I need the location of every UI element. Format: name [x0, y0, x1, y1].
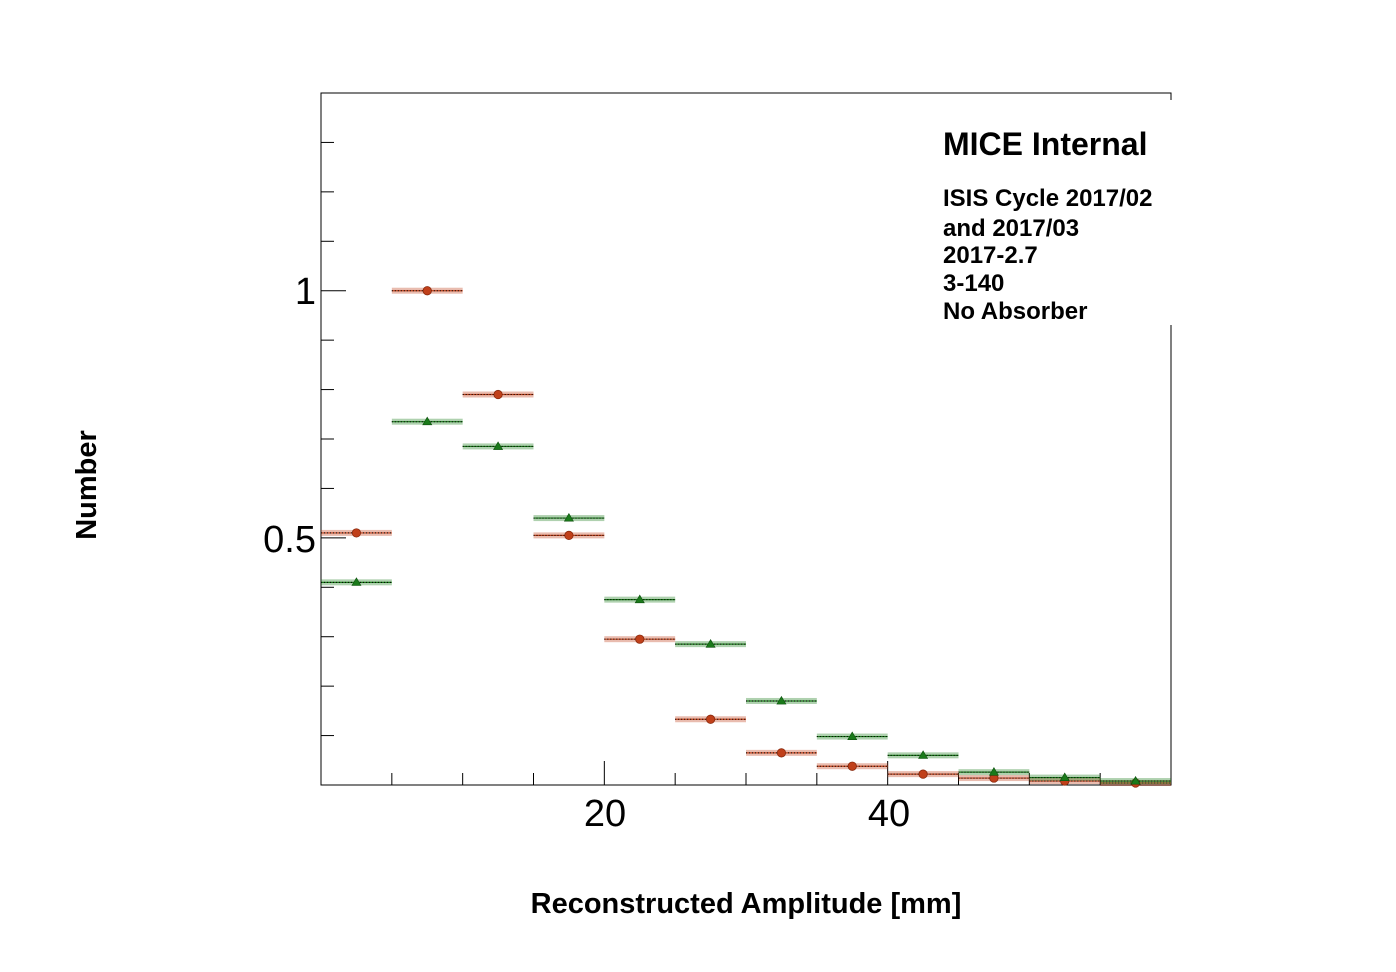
series-1-point — [493, 389, 503, 400]
series-1-point — [847, 761, 857, 771]
series-1-point — [635, 634, 645, 644]
x-tick-label-40: 40 — [868, 793, 910, 835]
series-2-point — [988, 767, 999, 776]
series-2-point — [563, 512, 574, 522]
series-2-point — [422, 416, 433, 426]
series-1-point — [564, 530, 574, 540]
x-axis-title: Reconstructed Amplitude [mm] — [531, 888, 962, 920]
series-2-point — [351, 577, 362, 586]
series-2-point — [918, 750, 929, 759]
annotation-line-4: 3-140 — [943, 270, 1004, 297]
series-1-point — [776, 748, 787, 758]
annotation-box — [925, 100, 1175, 325]
series-2-point — [1059, 772, 1070, 782]
axis-ticks — [321, 141, 1101, 785]
series-2-point — [634, 594, 645, 604]
series-2-point — [776, 695, 787, 705]
series-2-point — [1130, 775, 1141, 785]
x-tick-label-20: 20 — [584, 793, 626, 835]
annotation-line-3: 2017-2.7 — [943, 242, 1038, 269]
annotation-line-5: No Absorber — [943, 298, 1087, 325]
series-2-point — [493, 441, 504, 450]
series-1-point — [918, 769, 928, 779]
y-axis-title: Number — [71, 430, 103, 540]
annotation-line-1: ISIS Cycle 2017/02 — [943, 185, 1152, 212]
y-tick-label-0-5: 0.5 — [263, 519, 316, 561]
series-1-point — [705, 714, 716, 724]
series-layer — [321, 286, 1171, 788]
y-tick-label-1: 1 — [295, 271, 316, 313]
annotation-title: MICE Internal — [943, 126, 1147, 162]
series-1-point — [351, 528, 362, 538]
series-1-point — [422, 286, 432, 296]
annotation-line-2: and 2017/03 — [943, 215, 1079, 242]
series-2-point — [705, 639, 716, 648]
series-2-point — [847, 731, 858, 741]
